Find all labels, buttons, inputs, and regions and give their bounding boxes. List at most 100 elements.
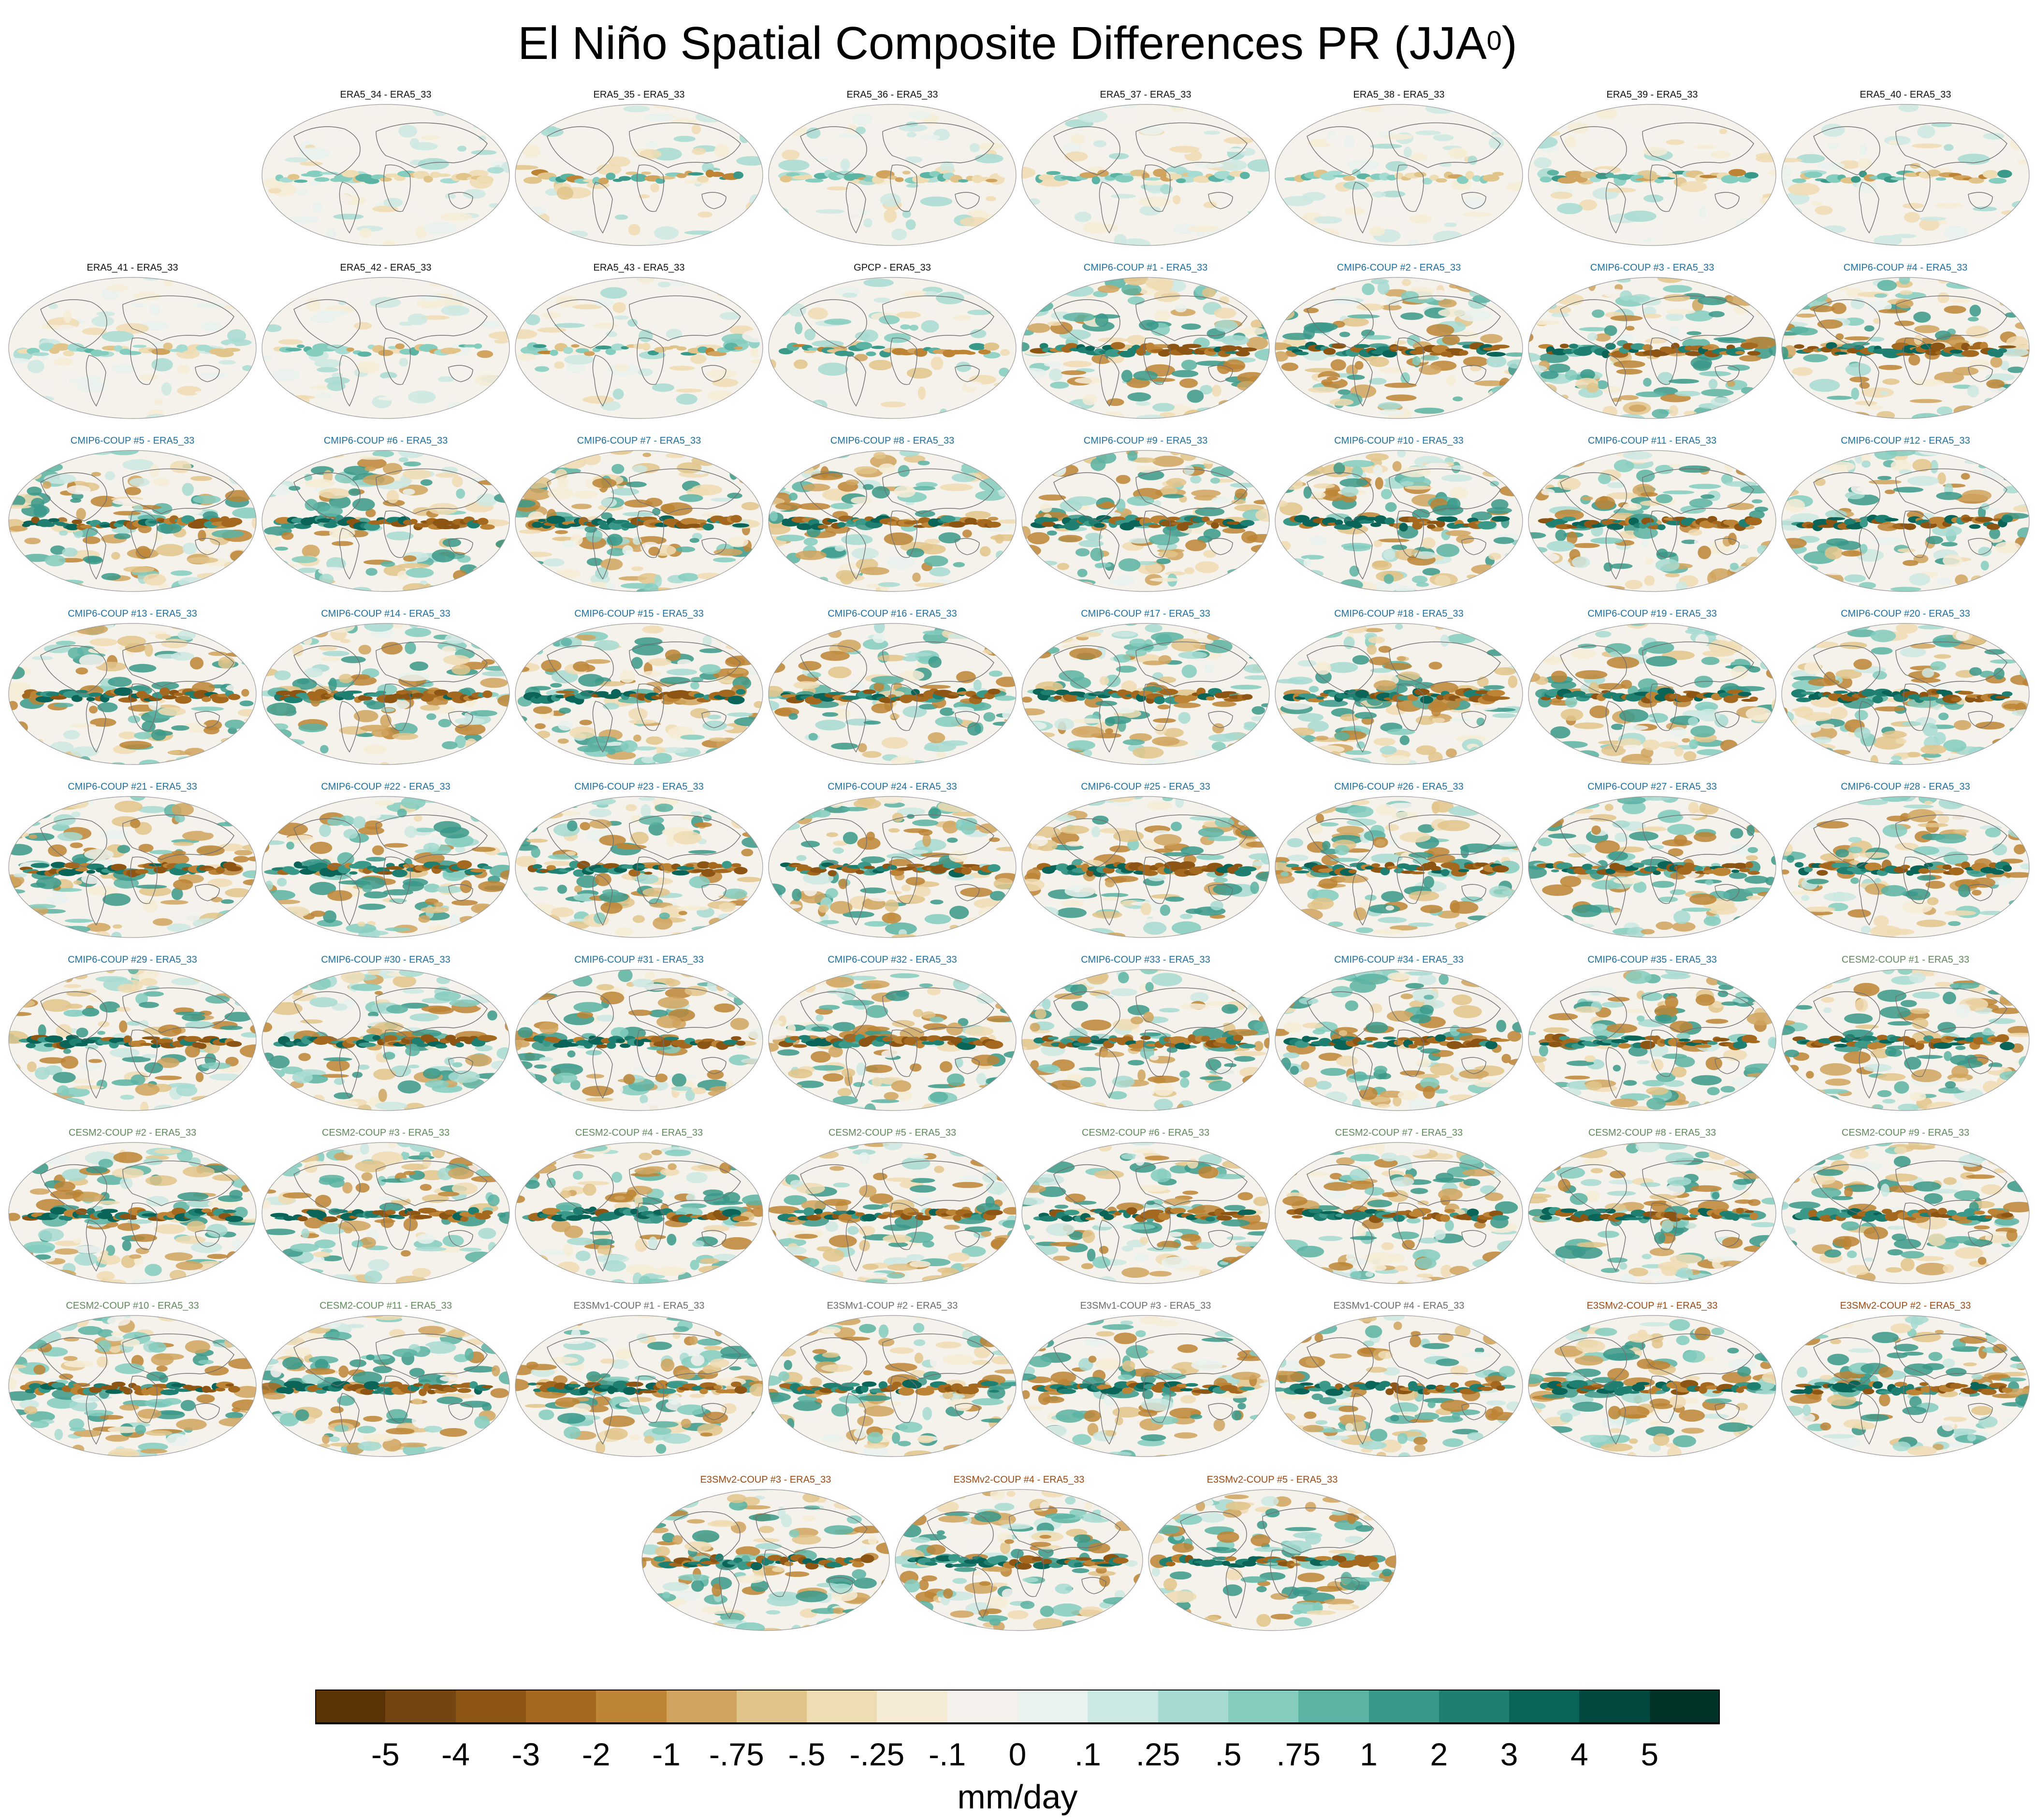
precip-anomaly-blob xyxy=(1330,359,1346,371)
precip-anomaly-blob xyxy=(205,288,226,296)
precip-anomaly-blob xyxy=(1909,399,1942,404)
precip-anomaly-blob xyxy=(284,157,309,163)
precip-anomaly-blob xyxy=(288,216,320,224)
equatorial-band-blob xyxy=(914,348,928,357)
precip-anomaly-blob xyxy=(939,408,948,419)
precip-anomaly-blob xyxy=(612,389,624,400)
precip-anomaly-blob xyxy=(778,742,788,752)
precip-anomaly-blob xyxy=(1528,289,1548,299)
equatorial-band-blob xyxy=(376,691,386,694)
equatorial-band-blob xyxy=(1316,696,1324,700)
precip-anomaly-blob xyxy=(69,377,99,384)
precip-anomaly-blob xyxy=(1782,538,1807,549)
coastline xyxy=(1461,538,1486,555)
precip-anomaly-blob xyxy=(47,409,71,418)
precip-anomaly-blob xyxy=(1827,395,1852,400)
precip-anomaly-blob xyxy=(1309,535,1327,546)
precip-anomaly-blob xyxy=(1817,161,1845,170)
precip-anomaly-blob xyxy=(1444,222,1457,227)
precip-anomaly-blob xyxy=(821,383,847,390)
precip-anomaly-blob xyxy=(1727,380,1735,387)
equatorial-band-blob xyxy=(1472,175,1482,182)
precip-anomaly-blob xyxy=(1313,228,1339,239)
precip-anomaly-blob xyxy=(689,538,699,543)
precip-anomaly-blob xyxy=(1074,211,1091,222)
precip-anomaly-blob xyxy=(769,450,798,455)
precip-anomaly-blob xyxy=(1449,487,1468,499)
precip-anomaly-blob xyxy=(650,183,659,193)
precip-anomaly-blob xyxy=(230,550,247,562)
equatorial-band-blob xyxy=(223,347,241,352)
precip-anomaly-blob xyxy=(573,661,590,672)
equatorial-band-blob xyxy=(727,695,745,705)
precip-anomaly-blob xyxy=(1159,412,1176,418)
equatorial-band-blob xyxy=(1573,348,1593,356)
precip-anomaly-blob xyxy=(1414,407,1444,414)
precip-anomaly-blob xyxy=(971,572,989,584)
equatorial-band-blob xyxy=(532,521,543,528)
precip-anomaly-blob xyxy=(1172,223,1199,234)
precip-anomaly-blob xyxy=(515,165,538,170)
precip-anomaly-blob xyxy=(1214,307,1236,319)
precip-anomaly-blob xyxy=(1127,296,1145,305)
panel-label: ERA5_40 - ERA5_33 xyxy=(1860,89,1951,100)
precip-anomaly-blob xyxy=(1438,308,1466,317)
precip-anomaly-blob xyxy=(1895,299,1914,308)
precip-anomaly-blob xyxy=(798,503,830,510)
precip-anomaly-blob xyxy=(1803,354,1828,362)
precip-anomaly-blob xyxy=(1048,368,1063,381)
precip-anomaly-blob xyxy=(213,573,236,584)
coastline xyxy=(1895,295,2007,341)
precip-anomaly-blob xyxy=(924,555,948,567)
precip-anomaly-blob xyxy=(1428,739,1461,747)
precip-anomaly-blob xyxy=(1433,134,1454,141)
equatorial-band-blob xyxy=(1211,521,1219,529)
precip-anomaly-blob xyxy=(1990,356,2003,368)
precip-anomaly-blob xyxy=(1275,342,1292,350)
precip-anomaly-blob xyxy=(480,122,494,127)
precip-anomaly-blob xyxy=(1710,281,1726,289)
precip-anomaly-blob xyxy=(1759,572,1775,584)
equatorial-band-blob xyxy=(1235,350,1250,357)
equatorial-band-blob xyxy=(476,175,494,184)
equatorial-band-blob xyxy=(394,175,406,181)
precip-anomaly-blob xyxy=(622,545,633,556)
precip-anomaly-blob xyxy=(796,758,813,765)
precip-anomaly-blob xyxy=(1448,147,1468,159)
map-border xyxy=(1781,450,2030,592)
coastline xyxy=(339,528,360,580)
precip-anomaly-blob xyxy=(417,392,435,402)
coastline xyxy=(1895,122,2007,168)
precip-anomaly-blob xyxy=(1528,532,1546,539)
precip-anomaly-blob xyxy=(769,120,785,129)
precip-anomaly-blob xyxy=(135,546,151,559)
precip-anomaly-blob xyxy=(2002,104,2016,109)
precip-anomaly-blob xyxy=(1782,475,1793,488)
coastline xyxy=(339,182,360,234)
precip-anomaly-blob xyxy=(520,488,552,500)
precip-anomaly-blob xyxy=(409,661,429,671)
equatorial-band-blob xyxy=(1859,171,1867,178)
precip-anomaly-blob xyxy=(9,565,25,574)
precip-anomaly-blob xyxy=(997,583,1016,592)
precip-anomaly-blob xyxy=(1375,477,1383,490)
precip-anomaly-blob xyxy=(151,729,166,741)
precip-anomaly-blob xyxy=(1620,290,1632,301)
map-panel: CMIP6-COUP #13 - ERA5_33 xyxy=(7,608,258,767)
precip-anomaly-blob xyxy=(1499,485,1523,496)
precip-anomaly-blob xyxy=(1665,313,1684,321)
precip-anomaly-blob xyxy=(736,392,762,397)
precip-anomaly-blob xyxy=(1738,235,1762,244)
precip-anomaly-blob xyxy=(1155,723,1167,735)
precip-anomaly-blob xyxy=(1287,677,1313,685)
equatorial-band-blob xyxy=(65,523,80,531)
precip-anomaly-blob xyxy=(702,635,712,648)
precip-anomaly-blob xyxy=(1050,381,1069,389)
precip-anomaly-blob xyxy=(274,670,291,680)
precip-anomaly-blob xyxy=(1657,372,1673,385)
map-panel: CMIP6-COUP #16 - ERA5_33 xyxy=(767,608,1018,767)
panel-label: CMIP6-COUP #11 - ERA5_33 xyxy=(1587,435,1717,446)
precip-anomaly-blob xyxy=(1142,181,1166,186)
precip-anomaly-blob xyxy=(815,720,846,731)
precip-anomaly-blob xyxy=(1356,741,1365,749)
